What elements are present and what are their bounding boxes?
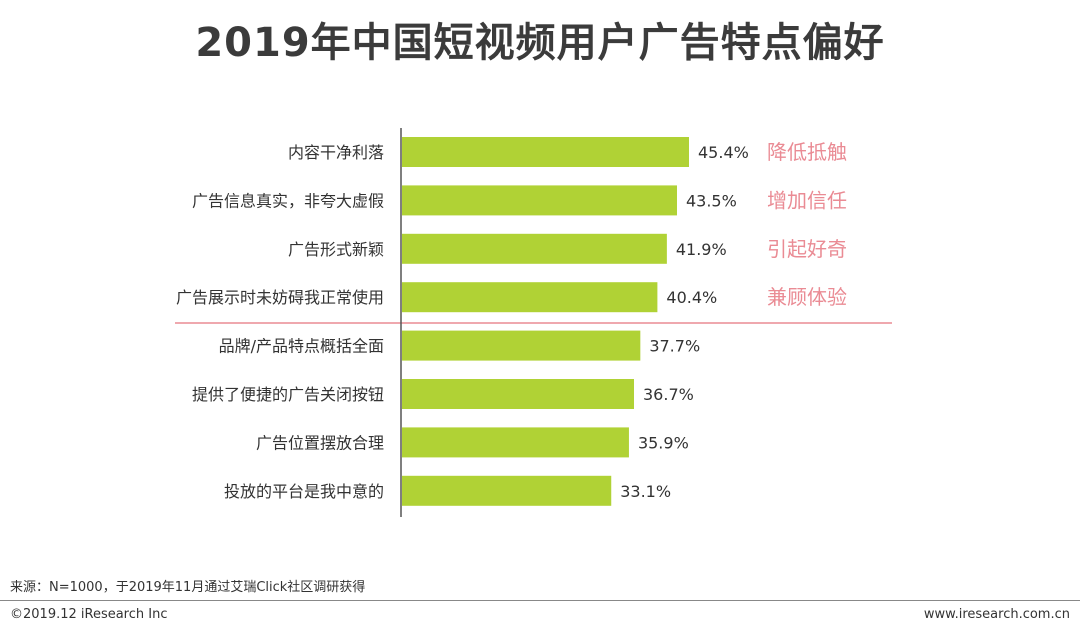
category-label: 广告形式新颖 (288, 240, 384, 259)
footer-divider (0, 600, 1080, 601)
bar (402, 282, 658, 313)
value-label: 36.7% (643, 385, 694, 404)
website-link[interactable]: www.iresearch.com.cn (923, 607, 1070, 622)
category-label: 广告展示时未妨碍我正常使用 (176, 288, 384, 307)
bar (402, 185, 677, 216)
bar (402, 233, 667, 264)
bar (402, 137, 689, 167)
category-label: 内容干净利落 (288, 143, 384, 162)
category-label: 品牌/产品特点概括全面 (219, 337, 384, 356)
bar (402, 475, 612, 506)
value-label: 33.1% (620, 482, 671, 501)
copyright-text: ©2019.12 iResearch Inc (10, 607, 168, 622)
value-label: 43.5% (686, 191, 737, 210)
category-label: 广告位置摆放合理 (256, 433, 384, 452)
source-note: 来源：N=1000，于2019年11月通过艾瑞Click社区调研获得 (10, 580, 366, 595)
annotation-label: 引起好奇 (767, 237, 847, 261)
bar (402, 379, 635, 409)
chart-title: 2019年中国短视频用户广告特点偏好 (195, 20, 885, 66)
category-label: 提供了便捷的广告关闭按钮 (192, 385, 384, 404)
annotation-label: 增加信任 (767, 188, 847, 212)
bar (402, 330, 641, 361)
value-label: 41.9% (676, 240, 727, 259)
annotation-label: 降低抵触 (767, 140, 847, 164)
annotation-label: 兼顾体验 (767, 285, 847, 309)
bar (402, 427, 629, 458)
value-label: 40.4% (666, 288, 717, 307)
value-label: 35.9% (638, 433, 689, 452)
value-label: 37.7% (649, 337, 700, 356)
value-label: 45.4% (698, 143, 749, 162)
category-label: 广告信息真实，非夸大虚假 (192, 191, 384, 210)
category-label: 投放的平台是我中意的 (224, 482, 384, 501)
